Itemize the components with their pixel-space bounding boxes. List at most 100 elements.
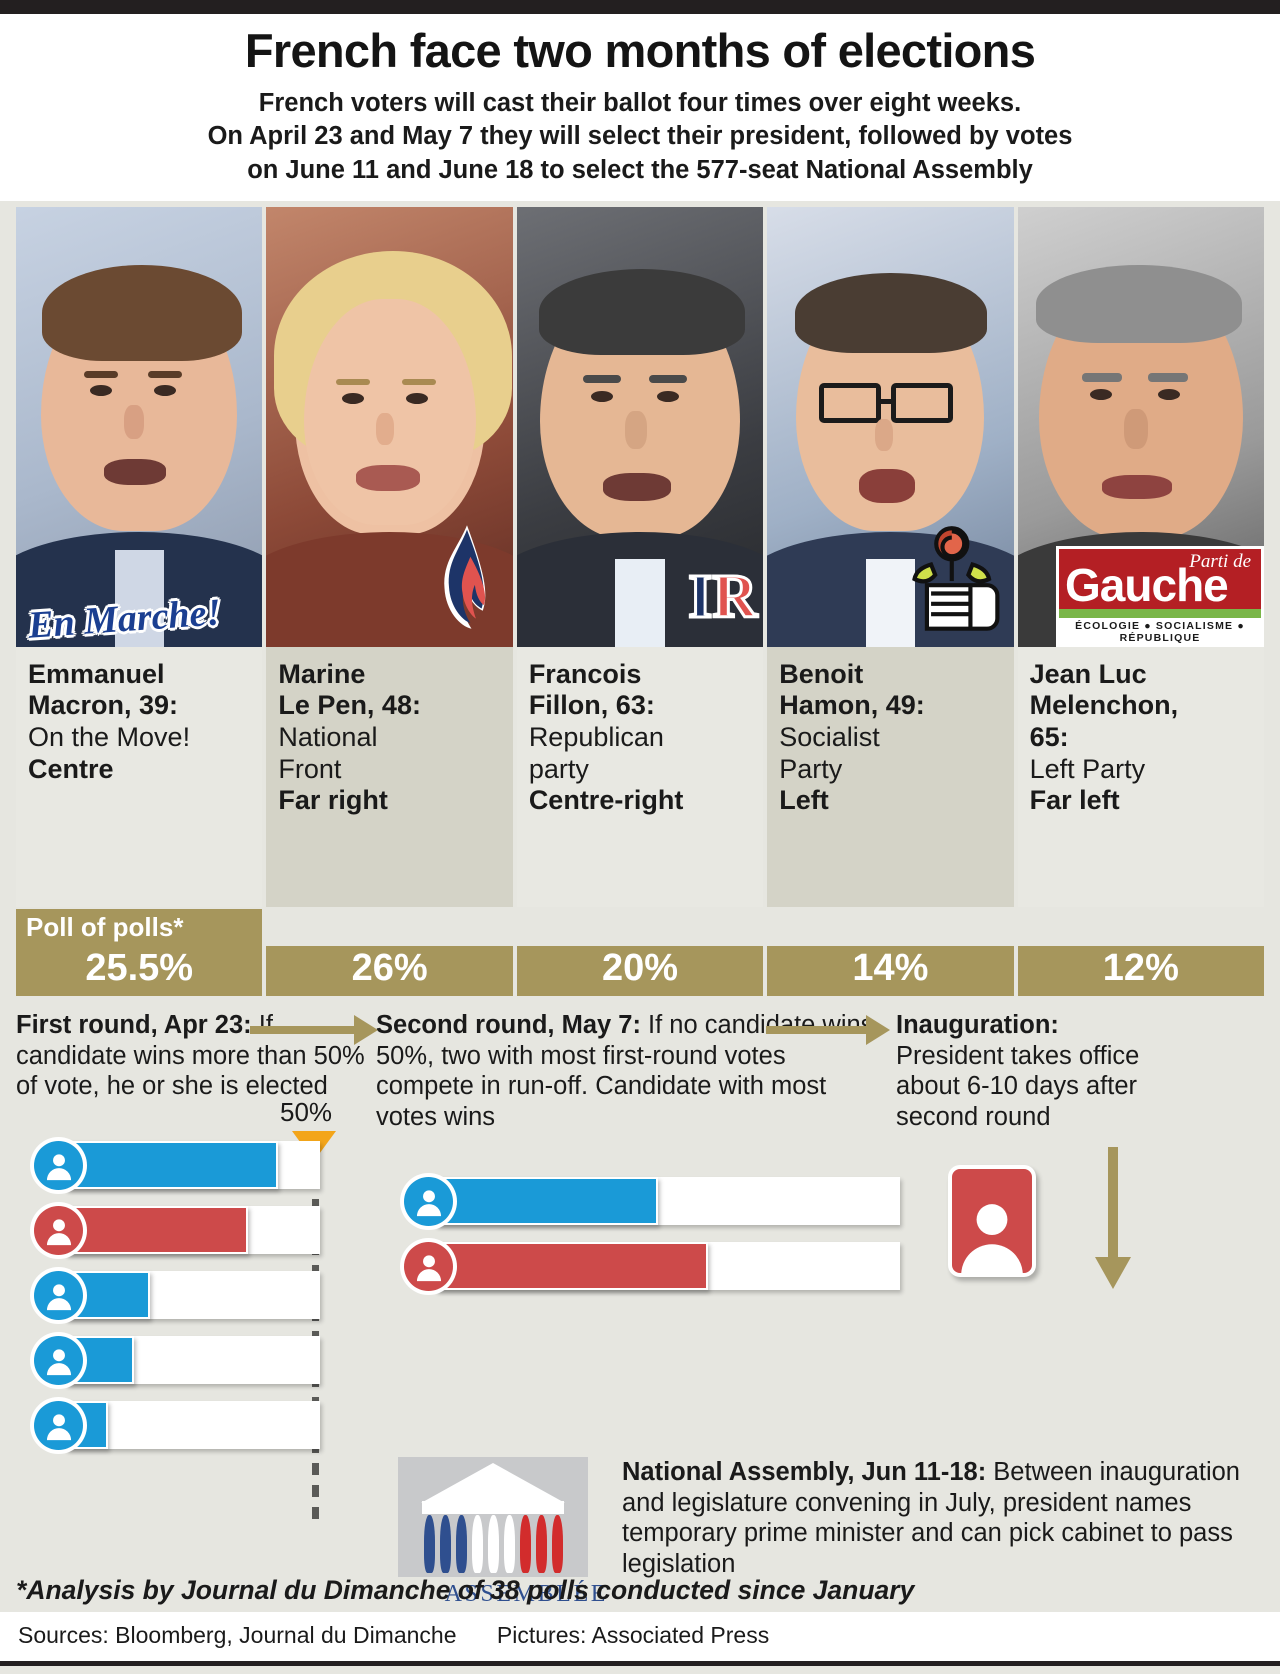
candidate-card-fillon: IR Francois Fillon, 63: Republican party… — [516, 206, 764, 907]
candidate-cards: En Marche! Emmanuel Macron, 39: On the M… — [0, 206, 1280, 907]
candidate-info-melenchon: Jean Luc Melenchon, 65: Left Party Far l… — [1017, 646, 1265, 907]
timeline-step-inauguration: Inauguration: President takes office abo… — [896, 1010, 1156, 1133]
assembly-body: Between inauguration and legislature con… — [622, 1458, 1240, 1578]
candidate-card-lepen: Marine Le Pen, 48: National Front Far ri… — [266, 206, 513, 907]
poll-cell-macron: Poll of polls* 25.5% — [16, 908, 263, 996]
assemblee-nationale-logo: ASSEMBLÉE NATIONALE — [398, 1457, 608, 1635]
bar-row — [30, 1397, 320, 1455]
candidate-name-line2: Fillon, 63: — [528, 690, 655, 721]
candidate-card-melenchon: Parti de Gauche ÉCOLOGIE ● SOCIALISME ● … — [1017, 206, 1265, 907]
avatar — [30, 1332, 87, 1390]
first-round-bar-chart: 50% — [30, 1097, 336, 1530]
pg-green-bar — [1059, 608, 1262, 618]
candidate-info-hamon: Benoit Hamon, 49: Socialist Party Left — [767, 646, 1014, 907]
header: French face two months of elections Fren… — [0, 14, 1280, 201]
candidate-party-line1: Left Party — [1029, 753, 1146, 784]
person-icon — [46, 1349, 71, 1375]
portrait-macron: En Marche! — [16, 206, 263, 647]
candidate-name-line2: Le Pen, 48: — [278, 690, 421, 721]
candidate-name-line1: Benoit — [779, 658, 864, 689]
assembly-building-icon — [398, 1457, 588, 1578]
bar-row — [400, 1238, 900, 1296]
pg-subtitle: ÉCOLOGIE ● SOCIALISME ● RÉPUBLIQUE — [1075, 619, 1245, 644]
candidate-name-line1: Emmanuel — [28, 658, 165, 689]
second-round-bar-chart — [400, 1173, 900, 1303]
sources-text: Sources: Bloomberg, Journal du Dimanche — [18, 1622, 457, 1648]
person-icon — [46, 1414, 71, 1440]
poll-cell-fillon: 20% — [516, 945, 764, 996]
timeline: First round, Apr 23: If candidate wins m… — [0, 996, 1280, 1133]
person-icon — [416, 1190, 441, 1216]
poll-cell-hamon: 14% — [767, 945, 1014, 996]
candidate-party-line1: National — [278, 721, 378, 752]
portrait-fillon: IR — [516, 206, 764, 647]
top-rule — [0, 0, 1280, 14]
candidate-name-line3: 65: — [1029, 721, 1069, 752]
candidate-info-macron: Emmanuel Macron, 39: On the Move! Centre — [16, 646, 263, 907]
candidate-party-line1: Socialist — [779, 721, 880, 752]
candidate-info-lepen: Marine Le Pen, 48: National Front Far ri… — [266, 646, 513, 907]
avatar — [400, 1173, 457, 1231]
candidate-party-line2: Party — [779, 753, 843, 784]
assembly-logo-line1: ASSEMBLÉE — [444, 1581, 608, 1608]
arrow-down-icon — [1095, 1147, 1131, 1290]
step2-text: If no candidate wins 50%, two with most … — [376, 1010, 874, 1132]
candidate-lean: Centre — [28, 753, 114, 784]
candidate-party-line2: Front — [278, 753, 342, 784]
assembly-title: National Assembly, Jun 11-18: — [622, 1458, 987, 1487]
timeline-step-second-round: Second round, May 7: If no candidate win… — [376, 1010, 896, 1133]
candidate-lean: Far left — [1029, 785, 1120, 816]
inauguration-avatar-card — [948, 1165, 1036, 1278]
page-subtitle: French voters will cast their ballot fou… — [20, 87, 1260, 186]
threshold-label: 50% — [280, 1097, 333, 1128]
person-icon — [46, 1154, 71, 1180]
candidate-name-line1: Marine — [278, 658, 366, 689]
arrow-right-icon-1 — [250, 1014, 378, 1045]
candidate-info-fillon: Francois Fillon, 63: Republican party Ce… — [516, 646, 764, 907]
pg-gauche-text: Gauche — [1065, 558, 1229, 609]
candidate-party-line1: Republican — [528, 721, 664, 752]
avatar — [400, 1238, 457, 1296]
bar-row — [30, 1332, 320, 1390]
socialist-rose-fist-logo — [911, 525, 1000, 631]
candidate-name-line1: Francois — [528, 658, 642, 689]
candidate-party-line1: On the Move! — [28, 721, 191, 752]
avatar — [30, 1397, 87, 1455]
subtitle-line-3: on June 11 and June 18 to select the 577… — [247, 155, 1033, 184]
step3-text: President takes office about 6-10 days a… — [896, 1041, 1140, 1132]
pg-parti-text: Parti de — [1189, 550, 1252, 572]
poll-of-polls-label: Poll of polls* — [16, 908, 263, 946]
avatar — [30, 1137, 87, 1195]
candidate-name-line2: Macron, 39: — [28, 690, 179, 721]
poll-value-fillon: 20% — [601, 946, 679, 989]
step1-text: If candidate wins more than 50% of vote,… — [16, 1010, 365, 1101]
candidate-party-line2: party — [528, 753, 589, 784]
poll-value-hamon: 14% — [852, 946, 929, 989]
candidate-name-line1: Jean Luc — [1029, 658, 1147, 689]
bar-row — [400, 1173, 900, 1231]
portrait-melenchon: Parti de Gauche ÉCOLOGIE ● SOCIALISME ● … — [1017, 206, 1265, 647]
step3-title: Inauguration: — [896, 1010, 1059, 1039]
national-assembly-text: National Assembly, Jun 11-18: Between in… — [622, 1457, 1272, 1635]
candidate-lean: Left — [779, 785, 829, 816]
candidate-lean: Far right — [278, 785, 388, 816]
poll-of-polls-row: Poll of polls* 25.5% 26% 20% 14% 12% — [0, 908, 1280, 996]
page-title: French face two months of elections — [244, 24, 1036, 77]
subtitle-line-1: French voters will cast their ballot fou… — [258, 89, 1022, 118]
footnote: *Analysis by Journal du Dimanche of 38 p… — [16, 1575, 915, 1605]
person-icon — [46, 1284, 71, 1310]
pictures-credit: Pictures: Associated Press — [496, 1622, 770, 1648]
bar-row — [30, 1137, 320, 1195]
poll-cell-lepen: 26% — [266, 945, 513, 996]
step1-title: First round, Apr 23: — [16, 1010, 252, 1039]
charts-area: 50% — [0, 1097, 1280, 1634]
parti-de-gauche-logo: Parti de Gauche ÉCOLOGIE ● SOCIALISME ● … — [1056, 545, 1265, 647]
timeline-step-first-round: First round, Apr 23: If candidate wins m… — [16, 1010, 378, 1133]
poll-value-lepen: 26% — [351, 946, 428, 989]
avatar — [30, 1267, 87, 1325]
avatar — [30, 1202, 87, 1260]
candidate-name-line2: Melenchon, — [1029, 690, 1179, 721]
bar-row — [30, 1202, 320, 1260]
poll-value-melenchon: 12% — [1102, 946, 1179, 989]
candidate-name-line2: Hamon, 49: — [779, 690, 925, 721]
